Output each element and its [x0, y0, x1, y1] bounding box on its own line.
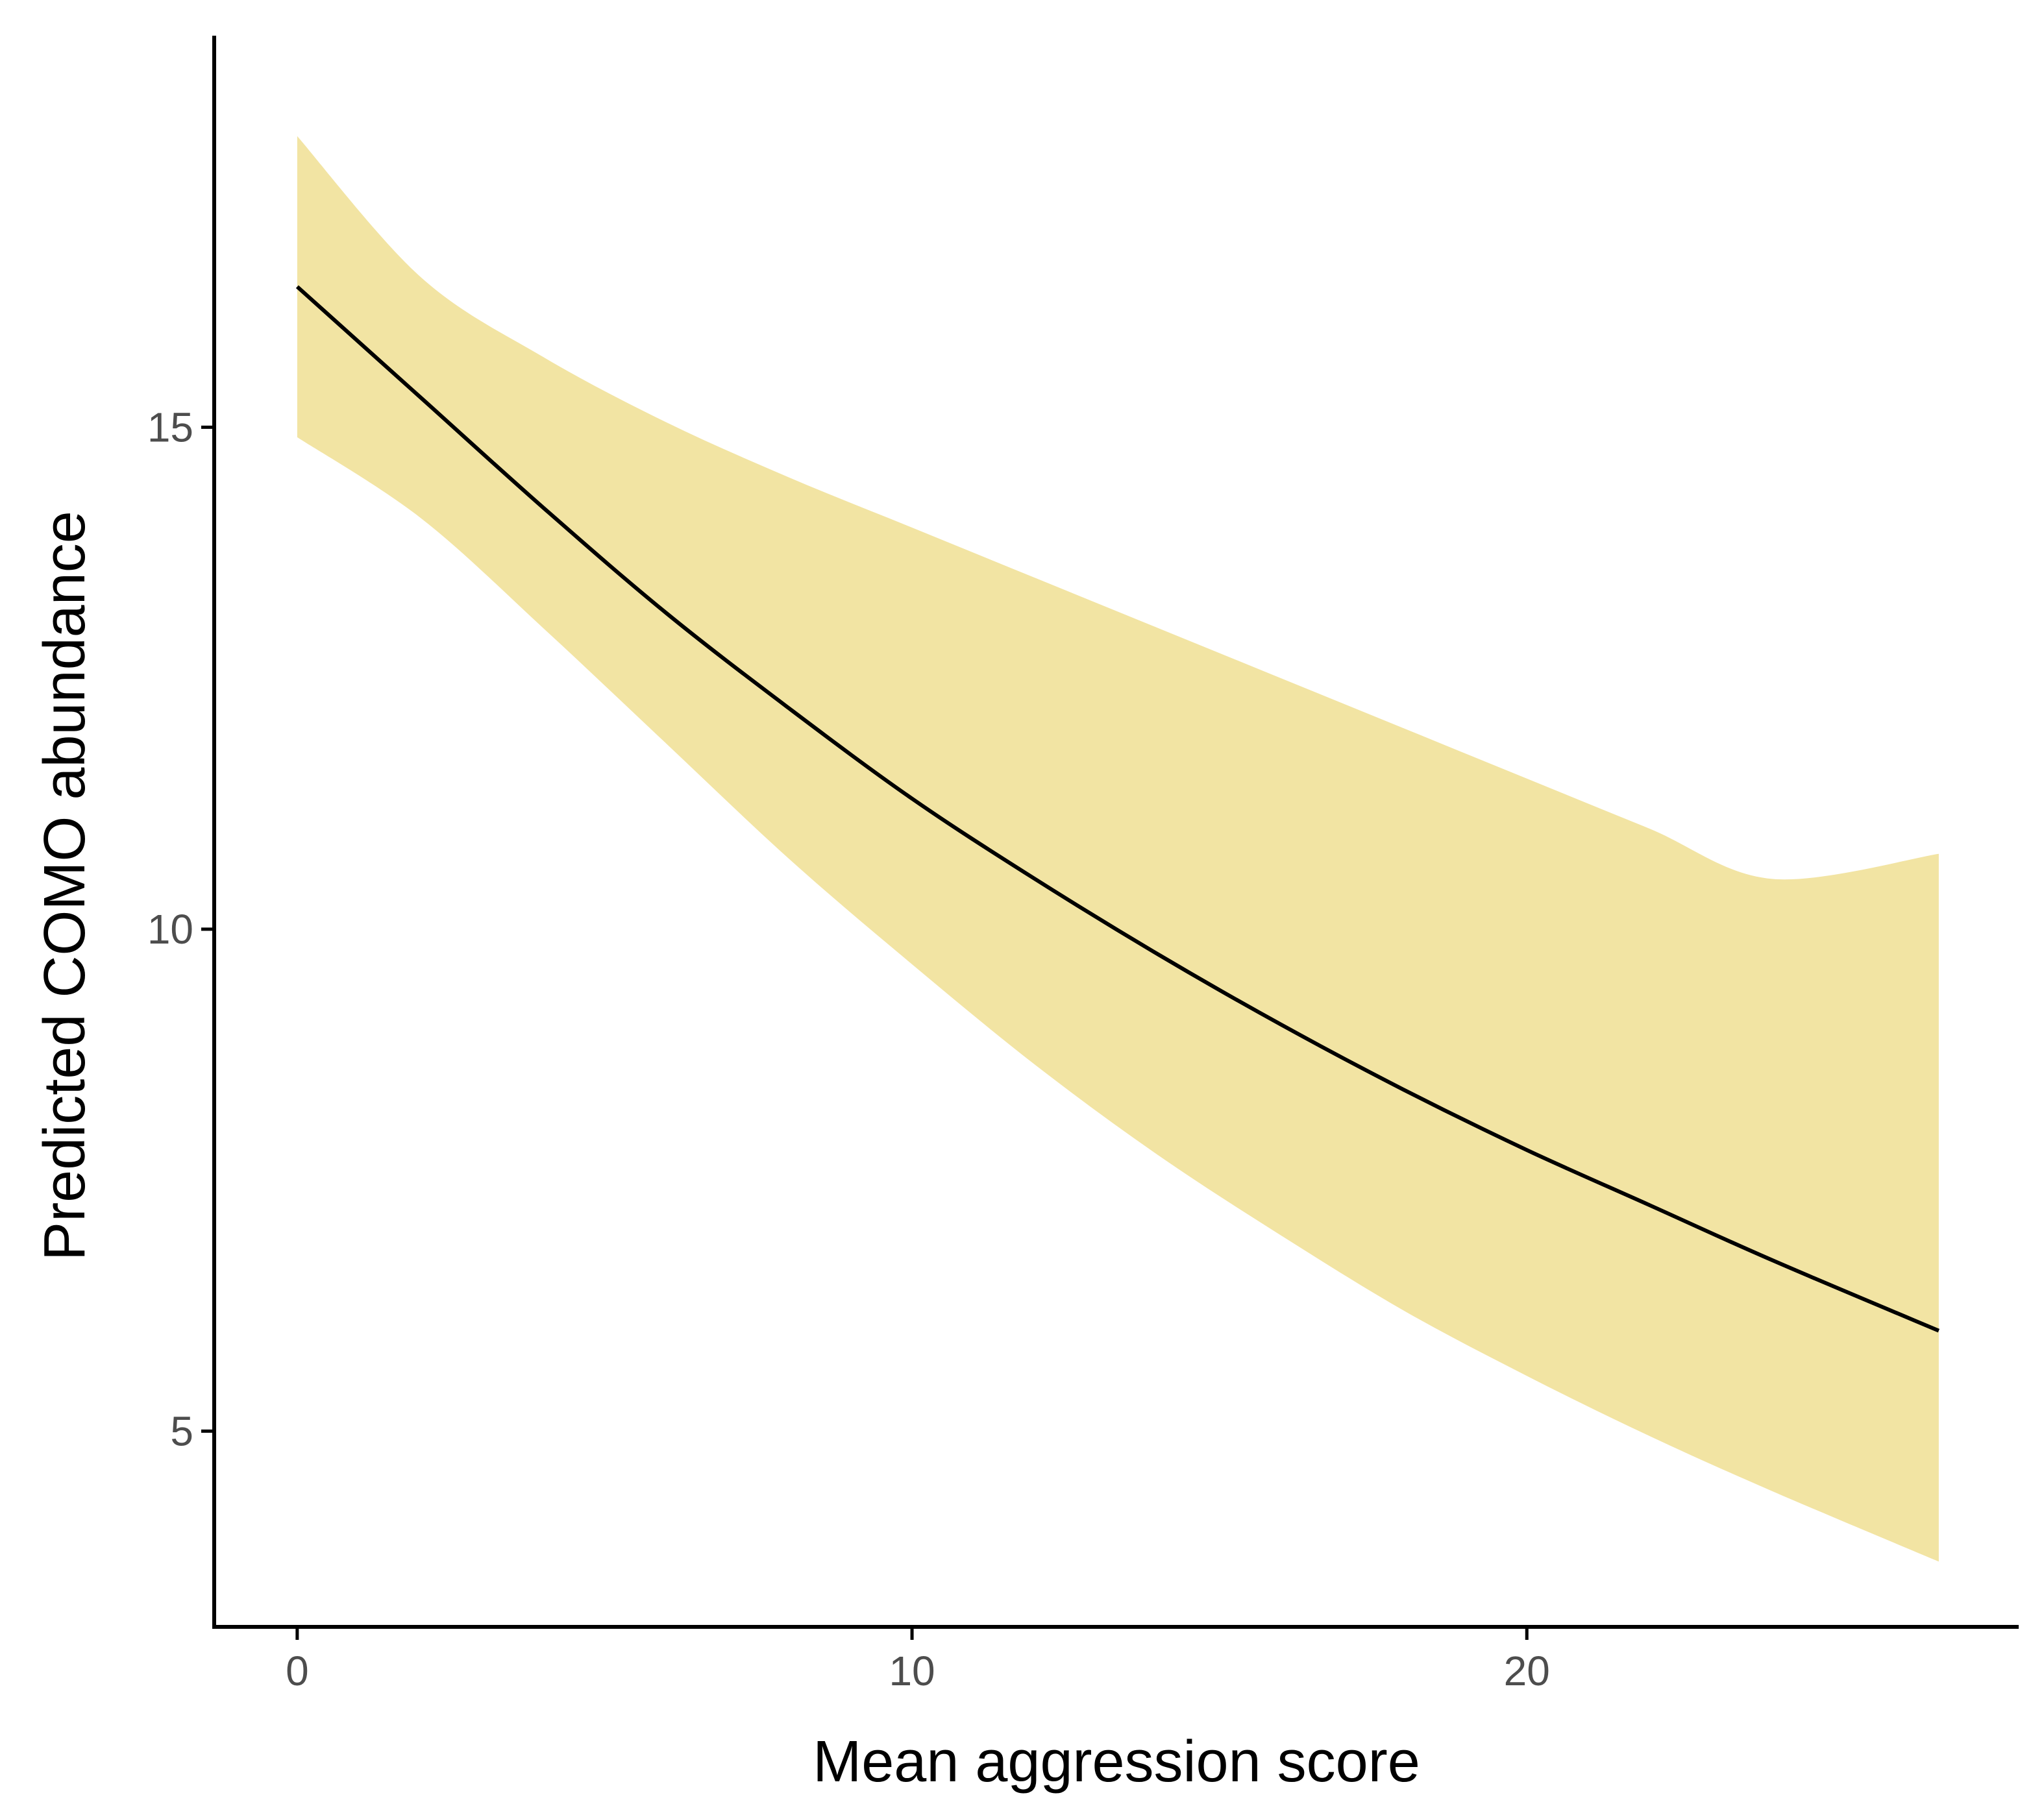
x-tick-label-20: 20: [1504, 1648, 1550, 1694]
fitted-line-0: [295, 285, 1940, 1333]
x-tick-label-10: 10: [889, 1648, 935, 1694]
x-axis-title: Mean aggression score: [813, 1729, 1420, 1794]
y-tick-label-5: 5: [170, 1408, 193, 1454]
fitted-line-layer: [295, 285, 1940, 1333]
y-tick-label-15: 15: [147, 404, 193, 450]
ticks: 0 10 20 5 10 15: [147, 404, 1550, 1694]
y-axis-title: Predicted COMO abundance: [32, 511, 97, 1261]
confidence-band-layer: [297, 136, 1939, 1562]
y-tick-label-10: 10: [147, 906, 193, 953]
axes: [212, 36, 2019, 1629]
x-tick-label-0: 0: [286, 1648, 309, 1694]
confidence-band-0: [297, 136, 1939, 1562]
